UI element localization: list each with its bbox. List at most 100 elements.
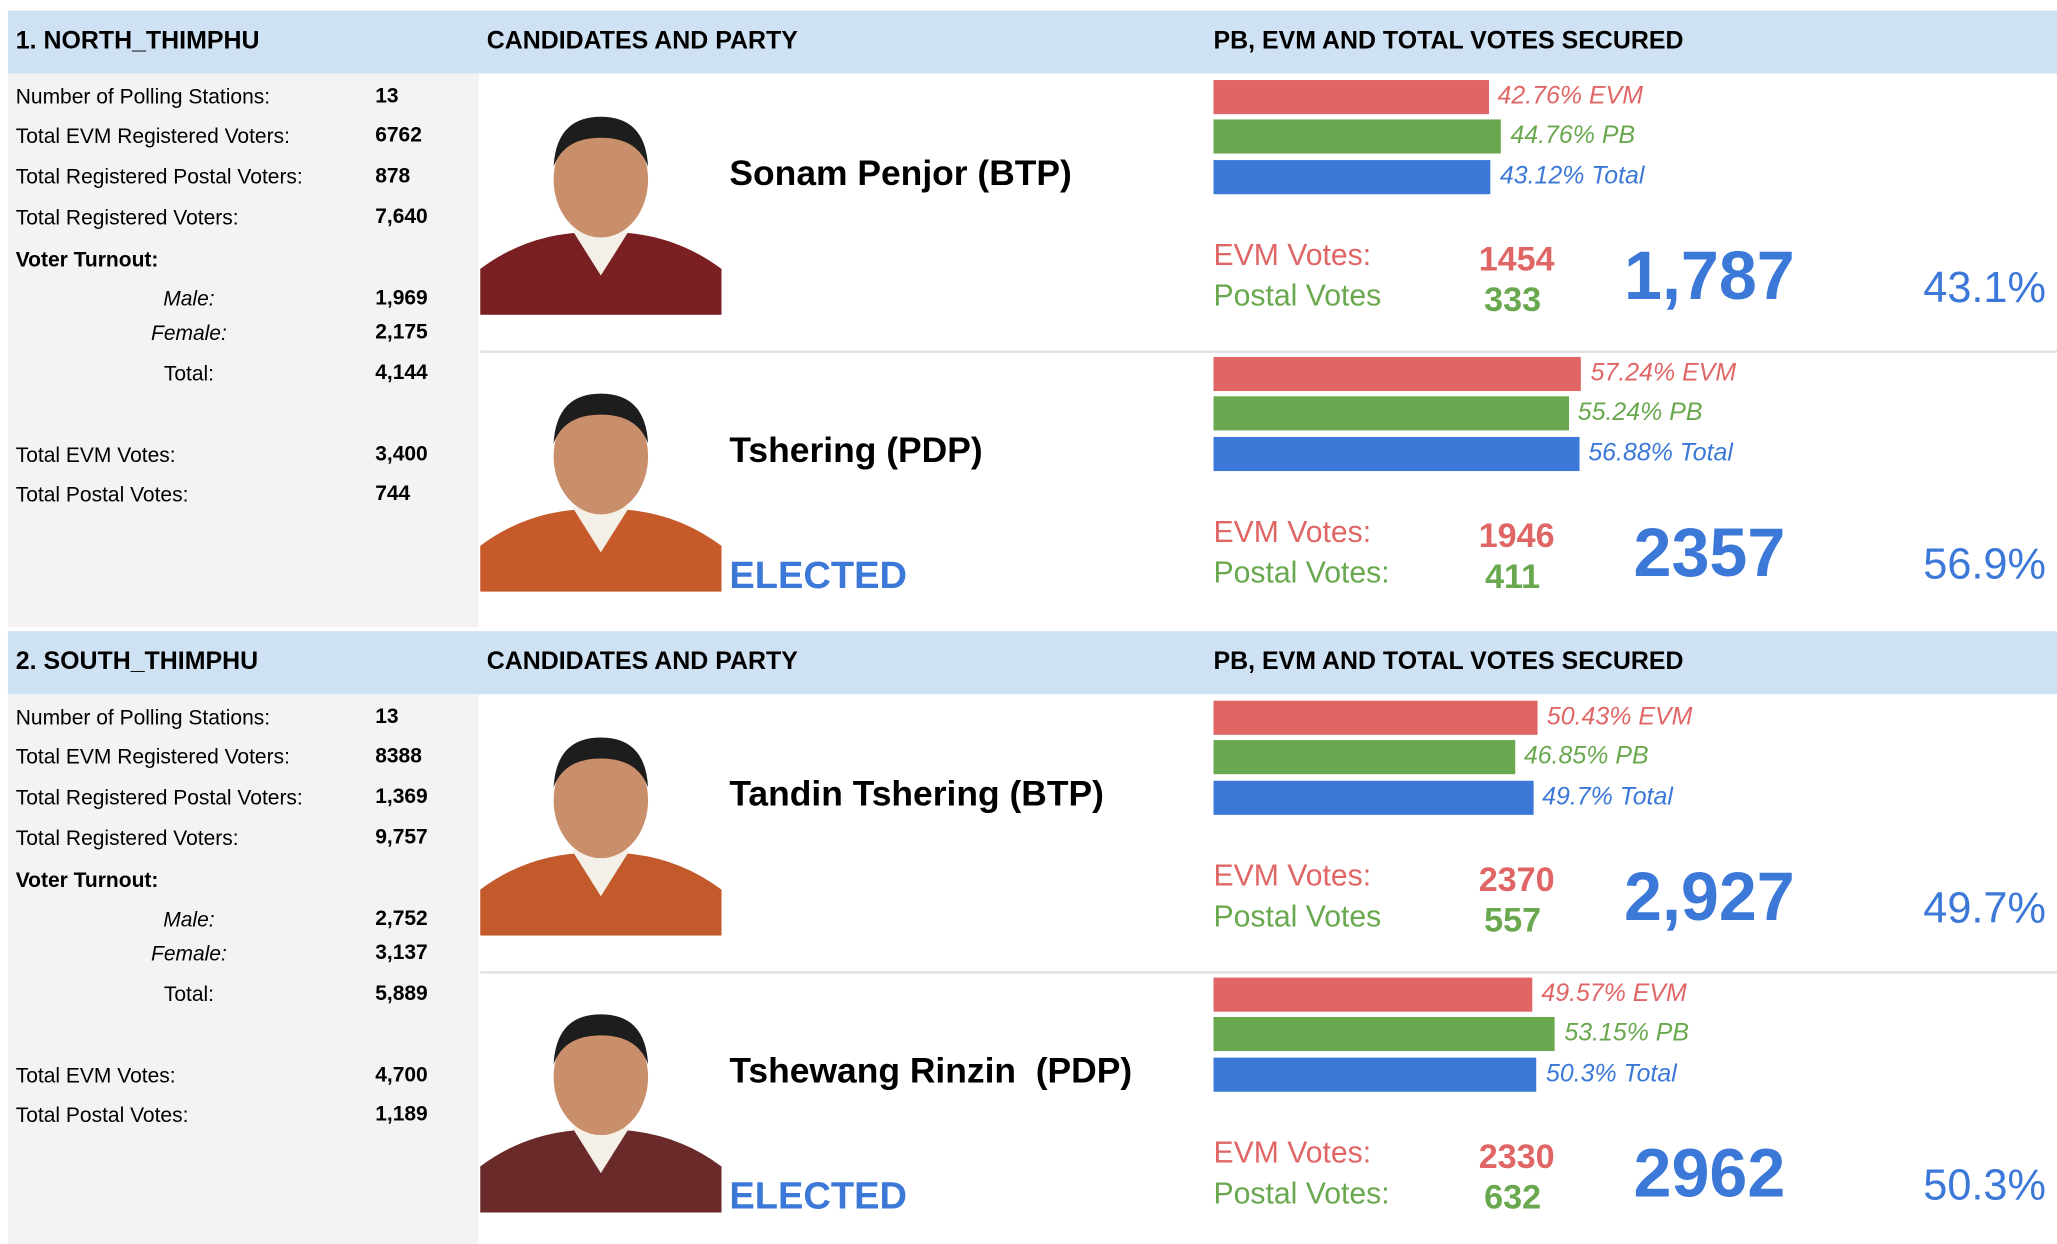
total-votes: 2357 bbox=[1574, 520, 1844, 588]
stat-value: 1,189 bbox=[375, 1105, 428, 1126]
left-panel bbox=[8, 694, 479, 1244]
turnout-label: Female: bbox=[123, 324, 254, 345]
stat-value: 3,400 bbox=[375, 445, 428, 466]
candidate-photo bbox=[480, 375, 721, 592]
stat-value: 13 bbox=[375, 708, 398, 729]
evm-label: EVM Votes: bbox=[1214, 861, 1372, 891]
vote-bar bbox=[1214, 357, 1582, 391]
postal-label: Postal Votes bbox=[1214, 902, 1382, 932]
stat-value: 13 bbox=[375, 87, 398, 108]
turnout-label: Male: bbox=[123, 911, 254, 932]
stat-value: 878 bbox=[375, 167, 410, 188]
vote-bar bbox=[1214, 1058, 1537, 1092]
elected-status: ELECTED bbox=[729, 1178, 907, 1216]
column-header: PB, EVM AND TOTAL VOTES SECURED bbox=[1214, 649, 1684, 674]
elected-status: ELECTED bbox=[729, 558, 907, 596]
turnout-label: Female: bbox=[123, 945, 254, 966]
stat-label: Total Registered Postal Voters: bbox=[16, 789, 303, 810]
vote-share: 49.7% bbox=[1923, 886, 2046, 929]
evm-label: EVM Votes: bbox=[1214, 1138, 1372, 1168]
candidate-photo bbox=[480, 98, 721, 315]
postal-votes: 333 bbox=[1447, 282, 1578, 316]
bar-label: 50.43% EVM bbox=[1547, 704, 1692, 729]
turnout-label: Total: bbox=[123, 365, 254, 386]
vote-bar bbox=[1214, 396, 1569, 430]
turnout-value: 4,144 bbox=[375, 364, 428, 385]
column-header: CANDIDATES AND PARTY bbox=[487, 28, 798, 53]
stat-value: 6762 bbox=[375, 126, 422, 147]
stat-label: Total Registered Postal Voters: bbox=[16, 168, 303, 189]
postal-label: Postal Votes: bbox=[1214, 558, 1390, 588]
total-votes: 1,787 bbox=[1574, 243, 1844, 311]
postal-label: Postal Votes: bbox=[1214, 1179, 1390, 1209]
district-name: 2. SOUTH_THIMPHU bbox=[16, 649, 258, 674]
candidate-name: Tshering (PDP) bbox=[729, 433, 982, 468]
turnout-label: Voter Turnout: bbox=[16, 251, 159, 272]
evm-votes: 1946 bbox=[1447, 518, 1555, 552]
stat-label: Total EVM Votes: bbox=[16, 446, 176, 467]
vote-share: 56.9% bbox=[1923, 542, 2046, 585]
bar-label: 42.76% EVM bbox=[1498, 83, 1643, 108]
stat-label: Total Postal Votes: bbox=[16, 486, 189, 507]
stat-value: 4,700 bbox=[375, 1066, 428, 1087]
turnout-value: 2,175 bbox=[375, 323, 428, 344]
candidate-name: Sonam Penjor (BTP) bbox=[729, 156, 1071, 191]
column-header: PB, EVM AND TOTAL VOTES SECURED bbox=[1214, 28, 1684, 53]
vote-share: 50.3% bbox=[1923, 1162, 2046, 1205]
stat-label: Total Postal Votes: bbox=[16, 1106, 189, 1127]
vote-share: 43.1% bbox=[1923, 265, 2046, 308]
stat-label: Total EVM Registered Voters: bbox=[16, 748, 290, 769]
vote-bar bbox=[1214, 80, 1489, 114]
stat-label: Total EVM Registered Voters: bbox=[16, 128, 290, 149]
total-votes: 2962 bbox=[1574, 1141, 1844, 1209]
vote-bar bbox=[1214, 978, 1533, 1012]
evm-label: EVM Votes: bbox=[1214, 517, 1372, 547]
candidate-photo bbox=[480, 719, 721, 936]
bar-label: 57.24% EVM bbox=[1591, 360, 1736, 385]
stat-value: 9,757 bbox=[375, 828, 428, 849]
vote-bar bbox=[1214, 1017, 1556, 1051]
candidate-name: Tshewang Rinzin (PDP) bbox=[729, 1054, 1132, 1089]
postal-votes: 411 bbox=[1447, 559, 1578, 593]
evm-label: EVM Votes: bbox=[1214, 241, 1372, 271]
stat-label: Total EVM Votes: bbox=[16, 1067, 176, 1088]
left-panel bbox=[8, 73, 479, 627]
postal-votes: 557 bbox=[1447, 902, 1578, 936]
district-name: 1. NORTH_THIMPHU bbox=[16, 28, 260, 53]
total-votes: 2,927 bbox=[1574, 864, 1844, 932]
stat-label: Number of Polling Stations: bbox=[16, 88, 270, 109]
stat-label: Total Registered Voters: bbox=[16, 209, 239, 230]
turnout-value: 3,137 bbox=[375, 944, 428, 965]
turnout-value: 2,752 bbox=[375, 910, 428, 931]
bar-label: 49.7% Total bbox=[1542, 784, 1673, 809]
turnout-label: Voter Turnout: bbox=[16, 872, 159, 893]
bar-label: 49.57% EVM bbox=[1541, 981, 1686, 1006]
turnout-value: 5,889 bbox=[375, 984, 428, 1005]
bar-label: 53.15% PB bbox=[1564, 1020, 1689, 1045]
header-band bbox=[8, 10, 2057, 73]
stat-label: Number of Polling Stations: bbox=[16, 709, 270, 730]
vote-bar bbox=[1214, 119, 1502, 153]
header-band bbox=[8, 631, 2057, 694]
bar-label: 50.3% Total bbox=[1546, 1061, 1677, 1086]
stat-value: 7,640 bbox=[375, 208, 428, 229]
vote-bar bbox=[1214, 437, 1580, 471]
vote-bar bbox=[1214, 740, 1515, 774]
bar-label: 43.12% Total bbox=[1500, 163, 1645, 188]
evm-votes: 1454 bbox=[1447, 241, 1555, 275]
evm-votes: 2370 bbox=[1447, 862, 1555, 896]
stat-value: 744 bbox=[375, 484, 410, 505]
stat-value: 1,369 bbox=[375, 788, 428, 809]
vote-bar bbox=[1214, 781, 1533, 815]
turnout-label: Male: bbox=[123, 290, 254, 311]
results-sheet: 1. NORTH_THIMPHU CANDIDATES AND PARTY PB, … bbox=[0, 0, 2057, 1244]
bar-label: 46.85% PB bbox=[1524, 743, 1649, 768]
candidate-name: Tandin Tshering (BTP) bbox=[729, 777, 1104, 812]
vote-bar bbox=[1214, 701, 1538, 735]
stat-label: Total Registered Voters: bbox=[16, 830, 239, 851]
turnout-label: Total: bbox=[123, 986, 254, 1007]
bar-label: 56.88% Total bbox=[1588, 440, 1733, 465]
candidate-photo bbox=[480, 996, 721, 1213]
row-divider bbox=[480, 971, 2057, 974]
vote-bar bbox=[1214, 160, 1491, 194]
